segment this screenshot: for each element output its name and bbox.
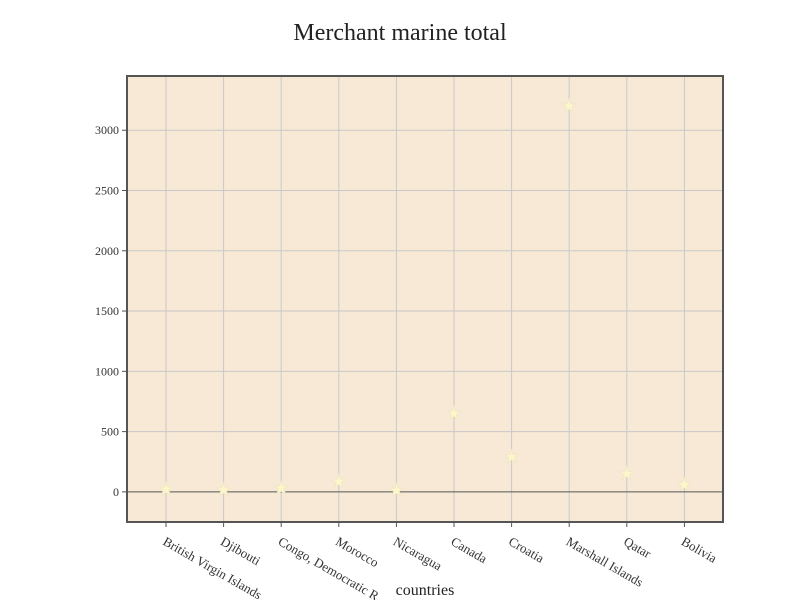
grid-lines (127, 76, 723, 522)
data-point-star (158, 481, 174, 497)
y-tick-label: 2000 (95, 244, 119, 258)
y-tick-label: 2500 (95, 184, 119, 198)
data-point-star (388, 482, 405, 498)
data-point-star (273, 479, 290, 496)
y-tick-label: 0 (113, 485, 119, 499)
y-axis-ticks: 0 500 1000 1500 2000 2500 3000 (95, 123, 127, 499)
chart-title: Merchant marine total (293, 20, 507, 46)
x-tick-label: Croatia (506, 534, 547, 566)
data-point-star (618, 465, 635, 481)
y-tick-label: 1000 (95, 364, 119, 378)
data-point-star (503, 448, 520, 464)
x-tick-label: British Virgin Islands (161, 534, 265, 600)
y-tick-label: 500 (101, 425, 119, 439)
data-points (158, 97, 693, 498)
x-tick-label: Canada (449, 534, 490, 567)
y-tick-label: 3000 (95, 123, 119, 137)
data-point-star (561, 97, 578, 113)
plot-area (127, 76, 723, 522)
x-tick-label: Qatar (621, 534, 654, 562)
data-point-star (676, 476, 693, 492)
plot-frame (126, 75, 724, 523)
data-point-star (446, 405, 462, 421)
data-point-star (330, 473, 347, 489)
x-tick-label: Nicaragua (391, 534, 445, 574)
x-tick-label: Bolivia (679, 534, 720, 566)
y-tick-label: 1500 (95, 304, 119, 318)
x-tick-label: Morocco (333, 534, 381, 570)
x-axis-label: countries (396, 582, 455, 599)
data-point-star (215, 481, 232, 497)
x-tick-label: Djibouti (218, 534, 263, 569)
